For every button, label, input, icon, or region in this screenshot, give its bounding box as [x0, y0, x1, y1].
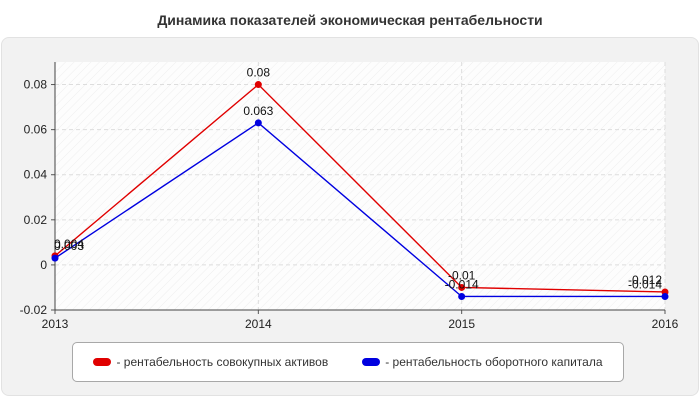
legend-swatch-assets	[93, 358, 112, 366]
data-label-0: -0.01	[448, 268, 476, 282]
series-point-1	[254, 119, 262, 127]
x-tick-label: 2015	[448, 317, 475, 331]
series-line-1	[54, 121, 665, 298]
chart-legend: - рентабельность совокупных активов - ре…	[72, 342, 624, 382]
series-point-0	[458, 283, 466, 291]
legend-swatch-working-capital	[362, 358, 381, 366]
data-label-0: 0.004	[54, 237, 84, 251]
y-tick-label: 0.06	[24, 123, 48, 137]
legend-item-working-capital[interactable]: - рентабельность оборотного капитала	[362, 355, 603, 369]
series-point-1	[458, 292, 466, 300]
data-label-1: 0.063	[243, 104, 273, 118]
data-label-0: 0.08	[247, 66, 271, 80]
data-label-0: -0.012	[628, 273, 662, 287]
data-label-1: -0.014	[445, 277, 479, 291]
y-tick-label: 0.08	[24, 78, 48, 92]
y-tick-label: -0.02	[20, 303, 48, 317]
x-tick-label: 2014	[245, 317, 272, 331]
series-line-0	[54, 83, 666, 293]
series-point-1	[661, 292, 669, 300]
data-label-1: 0.003	[54, 239, 84, 253]
legend-label-working-capital: - рентабельность оборотного капитала	[385, 355, 603, 369]
y-tick-label: 0	[40, 258, 47, 272]
x-tick-label: 2016	[652, 317, 679, 331]
x-tick-label: 2013	[42, 317, 69, 331]
legend-item-assets[interactable]: - рентабельность совокупных активов	[93, 355, 328, 369]
y-tick-label: 0.02	[24, 213, 48, 227]
legend-label-assets: - рентабельность совокупных активов	[116, 355, 329, 369]
y-tick-label: 0.04	[24, 168, 48, 182]
series-point-1	[51, 254, 59, 262]
chart-title: Динамика показателей экономическая рента…	[157, 12, 543, 28]
data-label-1: -0.014	[628, 277, 662, 291]
series-point-0	[254, 81, 262, 89]
